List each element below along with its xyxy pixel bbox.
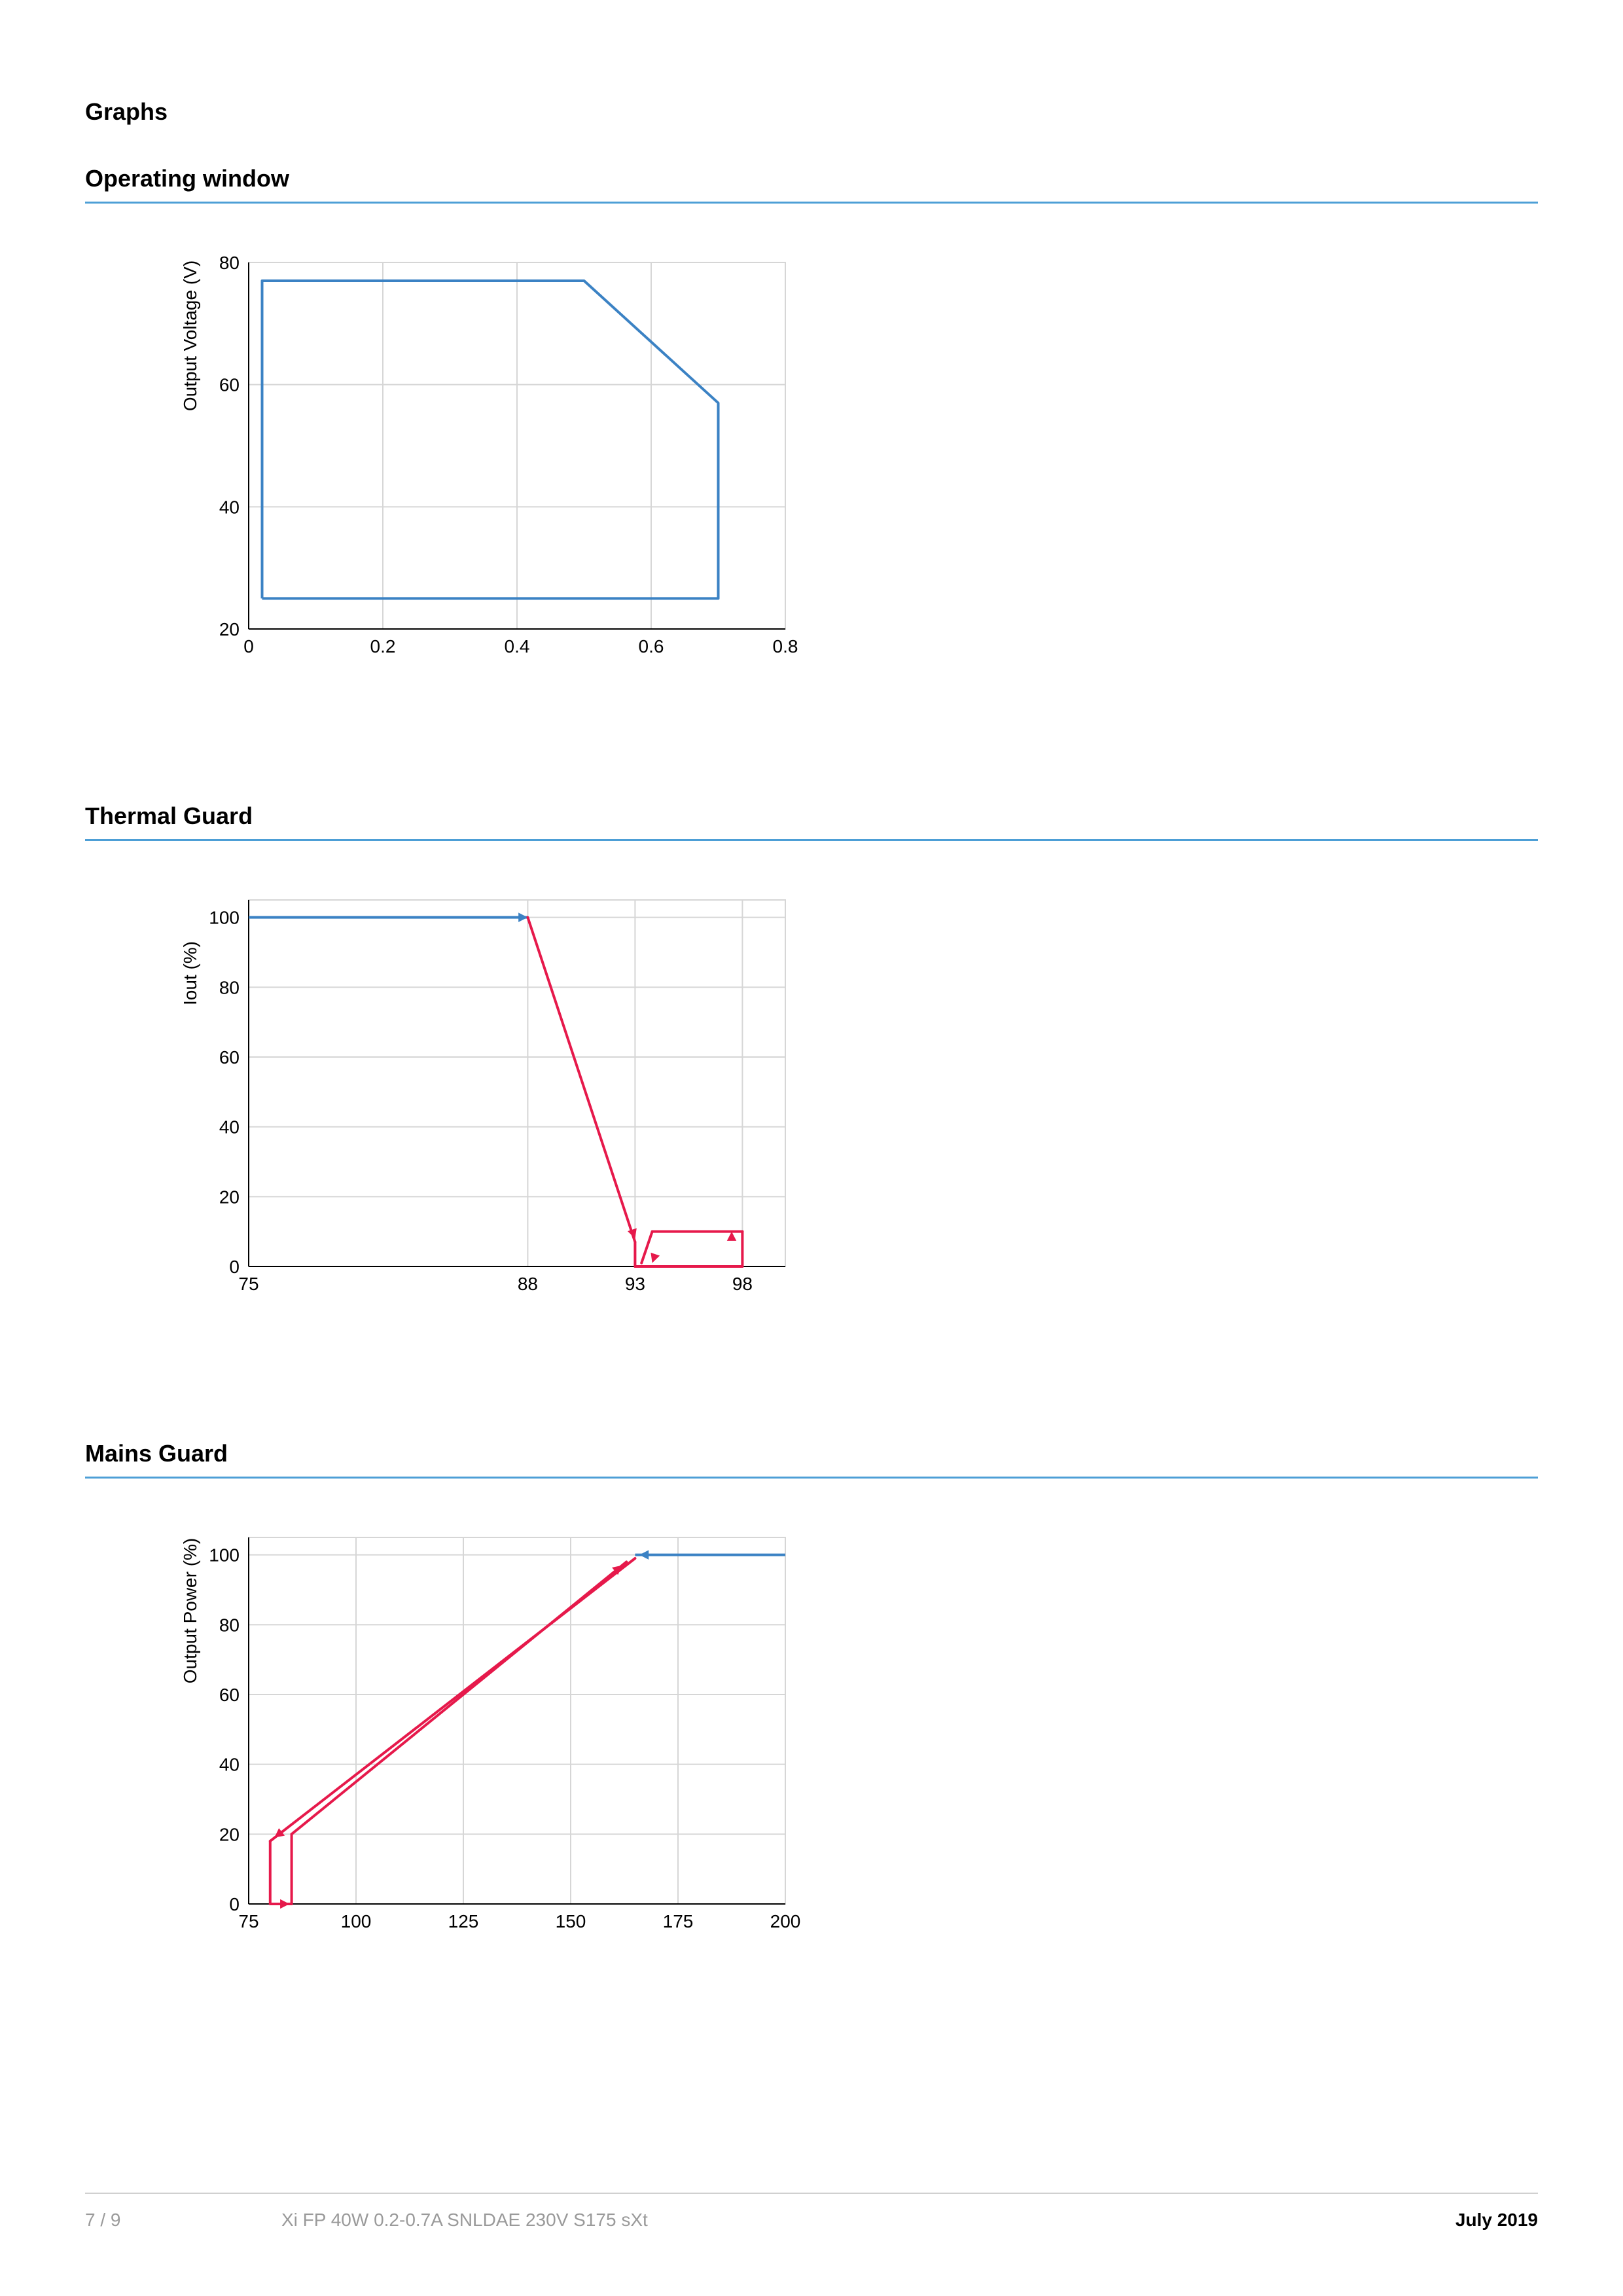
svg-text:0.6: 0.6 [639,636,664,656]
svg-text:80: 80 [219,1615,240,1635]
svg-text:Output Voltage (V): Output Voltage (V) [180,260,200,411]
operating-window-chart: 00.20.40.60.820406080Output Current (A)O… [170,249,1538,672]
svg-text:20: 20 [219,619,240,639]
svg-text:93: 93 [625,1274,645,1294]
svg-text:80: 80 [219,253,240,273]
svg-text:40: 40 [219,1755,240,1775]
section-rule [85,1477,1538,1479]
svg-text:125: 125 [448,1911,479,1931]
svg-text:100: 100 [209,908,240,928]
svg-text:75: 75 [238,1274,259,1294]
mains-guard-title: Mains Guard [85,1440,1538,1467]
thermal-guard-chart: 75889398020406080100Tcase (°C)Iout (%) [170,887,1538,1309]
footer-product: Xi FP 40W 0.2-0.7A SNLDAE 230V S175 sXt [281,2210,648,2231]
svg-text:0.2: 0.2 [370,636,396,656]
svg-text:100: 100 [209,1545,240,1566]
section-rule [85,202,1538,204]
svg-text:100: 100 [341,1911,372,1931]
page-heading: Graphs [85,98,1538,126]
svg-text:0: 0 [229,1894,240,1914]
svg-text:98: 98 [732,1274,753,1294]
svg-text:150: 150 [556,1911,586,1931]
section-rule [85,839,1538,841]
svg-text:Output Power (%): Output Power (%) [180,1538,200,1684]
svg-text:60: 60 [219,375,240,395]
svg-text:60: 60 [219,1685,240,1705]
svg-text:40: 40 [219,497,240,517]
svg-text:175: 175 [663,1911,694,1931]
svg-text:60: 60 [219,1047,240,1067]
svg-text:0: 0 [243,636,254,656]
page-footer: 7 / 9 Xi FP 40W 0.2-0.7A SNLDAE 230V S17… [85,2193,1538,2231]
svg-text:0.8: 0.8 [773,636,798,656]
footer-date: July 2019 [1455,2210,1538,2231]
footer-page: 7 / 9 [85,2210,120,2231]
svg-text:40: 40 [219,1117,240,1138]
svg-text:80: 80 [219,977,240,997]
operating-window-title: Operating window [85,165,1538,192]
svg-text:0: 0 [229,1257,240,1277]
svg-text:20: 20 [219,1824,240,1844]
svg-text:20: 20 [219,1187,240,1207]
svg-text:88: 88 [518,1274,538,1294]
thermal-guard-title: Thermal Guard [85,802,1538,830]
mains-guard-chart: 75100125150175200020406080100Vin (V)Outp… [170,1524,1538,1946]
svg-text:0.4: 0.4 [505,636,530,656]
svg-text:75: 75 [238,1911,259,1931]
svg-text:200: 200 [770,1911,801,1931]
svg-text:Iout (%): Iout (%) [180,941,200,1005]
